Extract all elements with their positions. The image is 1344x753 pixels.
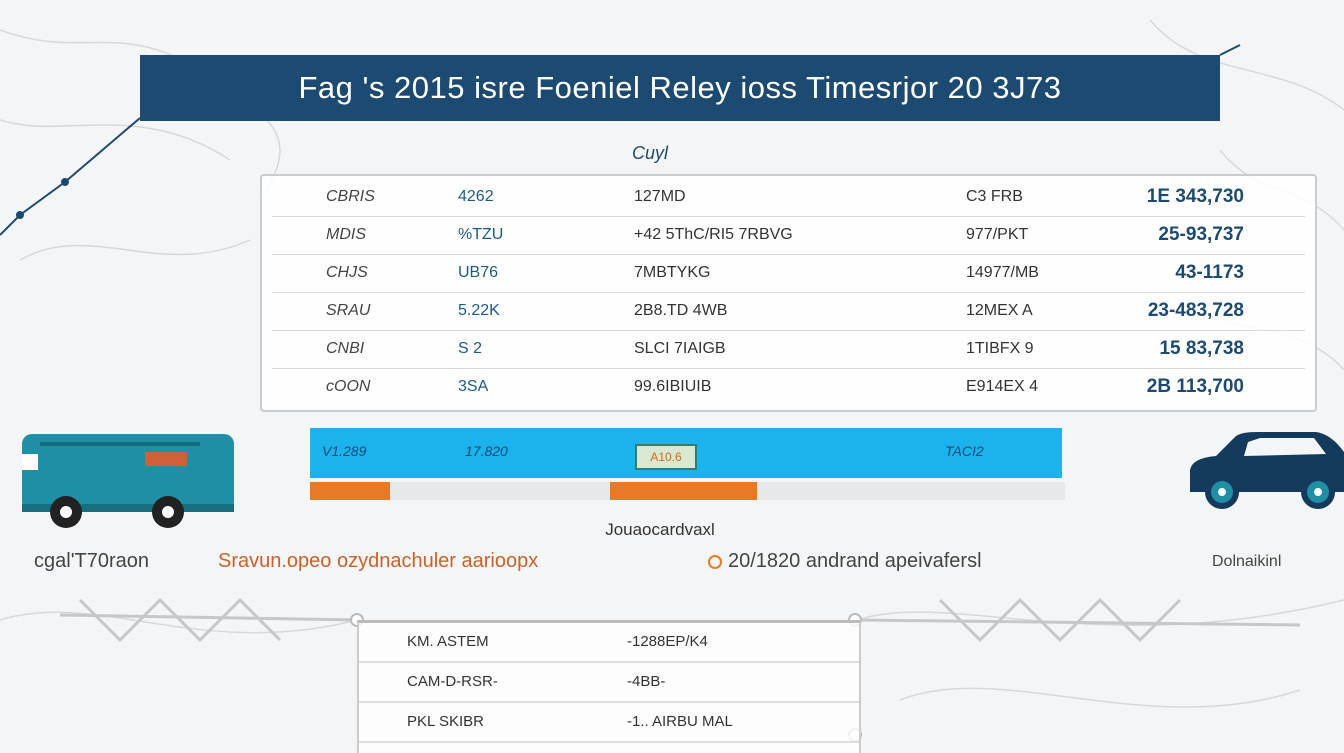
table-row: CAM-D-RSR- -4BB- — [359, 663, 859, 703]
table-cell: 15 83,738 — [1159, 338, 1244, 359]
progress-segment — [610, 482, 757, 500]
table-cell: CNBI — [326, 340, 365, 357]
table-cell: -4BB- — [627, 673, 666, 690]
table-cell: UB76 — [458, 264, 499, 281]
table-caption: Cuyl — [631, 143, 668, 163]
table-cell: KM. ASTEM — [407, 633, 489, 650]
table-cell: +42 5ThC/RI5 7RBVG — [634, 226, 793, 243]
bar-label: V1.289 — [322, 443, 367, 459]
table-row: cOON 3SA 99.6IBIUIB E914EX 4 2B 113,700 — [272, 368, 1305, 406]
table-cell: 7MBTYKG — [634, 264, 711, 281]
timeline-bar: V1.289 17.820 A10.6 TACI2 — [310, 428, 1062, 478]
table-cell: MDIS — [326, 226, 366, 243]
legend-right: Dolnaikinl — [1212, 553, 1282, 570]
table-cell: 2B8.TD 4WB — [634, 302, 728, 319]
data-table: CBRIS 4262 127MD C3 FRB 1E 343,730 MDIS %TZU +4… — [260, 174, 1317, 412]
table-cell: 4262 — [458, 188, 494, 205]
table-cell: 23-483,728 — [1147, 300, 1244, 321]
table-row: KM. ASTEM -1288EP/K4 — [359, 623, 859, 663]
table-cell: 12MEX A — [966, 302, 1033, 319]
table-cell: 5.22K — [458, 302, 500, 319]
car-icon — [1190, 432, 1344, 509]
table-cell: 3SA — [458, 378, 489, 395]
table-cell: 99.6IBIUIB — [634, 378, 712, 395]
bottom-table: KM. ASTEM -1288EP/K4 CAM-D-RSR- -4BB- PKL SK… — [357, 620, 861, 753]
legend-second: 20/1820 andrand apeivafersl — [728, 550, 982, 572]
table-cell: SRAU — [326, 302, 371, 319]
legend-main: Sravun.opeo ozydnachuler aarioopx — [218, 550, 539, 572]
table-cell: 127MD — [634, 188, 686, 205]
page-title: Fag 's 2015 isre Foeniel Reley ioss Time… — [140, 55, 1220, 121]
legend-left: cgal'T70raon — [34, 550, 149, 572]
table-cell: 1E 343,730 — [1146, 186, 1244, 207]
table-cell: CAM-D-RSR- — [407, 673, 498, 690]
table-row: PKL SKIBR -1.. AIRBU MAL — [359, 703, 859, 743]
table-cell: PKL SKIBR — [407, 713, 484, 730]
table-row: MDIS %TZU +42 5ThC/RI5 7RBVG 977/PKT 25-93,7… — [272, 216, 1305, 255]
legend-dot-icon — [708, 554, 722, 569]
table-cell: 43-1173 — [1175, 262, 1244, 283]
table-row: SRAU 5.22K 2B8.TD 4WB 12MEX A 23-483,728 — [272, 292, 1305, 331]
bar-label: 17.820 — [465, 443, 508, 459]
bar-label: TACI2 — [945, 443, 984, 459]
table-row: CHJS UB76 7MBTYKG 14977/MB 43-1173 — [272, 254, 1305, 293]
table-cell: C3 FRB — [966, 188, 1023, 205]
progress-track — [310, 482, 1065, 500]
bus-icon — [22, 434, 234, 528]
table-cell: cOON — [326, 378, 371, 395]
bar-subcaption: Jouaocardvaxl — [605, 520, 715, 539]
table-cell: 14977/MB — [966, 264, 1039, 281]
table-cell: -1.. AIRBU MAL — [627, 713, 733, 730]
table-cell: 977/PKT — [966, 226, 1029, 243]
legend: cgal'T70raon Sravun.opeo ozydnachuler aa… — [0, 550, 1344, 576]
table-cell: E914EX 4 — [966, 378, 1039, 395]
table-cell: 1TIBFX 9 — [966, 340, 1034, 357]
table-cell: 25-93,737 — [1158, 224, 1244, 245]
table-cell: SLCI 7IAIGB — [634, 340, 726, 357]
table-row: CNBI S 2 SLCI 7IAIGB 1TIBFX 9 15 83,738 — [272, 330, 1305, 369]
table-row: CBRIS 4262 127MD C3 FRB 1E 343,730 — [272, 178, 1305, 217]
table-cell: S 2 — [458, 340, 483, 357]
table-cell: %TZU — [458, 226, 504, 243]
table-cell: 2B 113,700 — [1146, 376, 1244, 397]
progress-segment — [310, 482, 390, 500]
table-cell: -1288EP/K4 — [627, 633, 708, 650]
bar-badge: A10.6 — [635, 444, 697, 470]
table-cell: CBRIS — [326, 188, 375, 205]
table-cell: CHJS — [326, 264, 368, 281]
